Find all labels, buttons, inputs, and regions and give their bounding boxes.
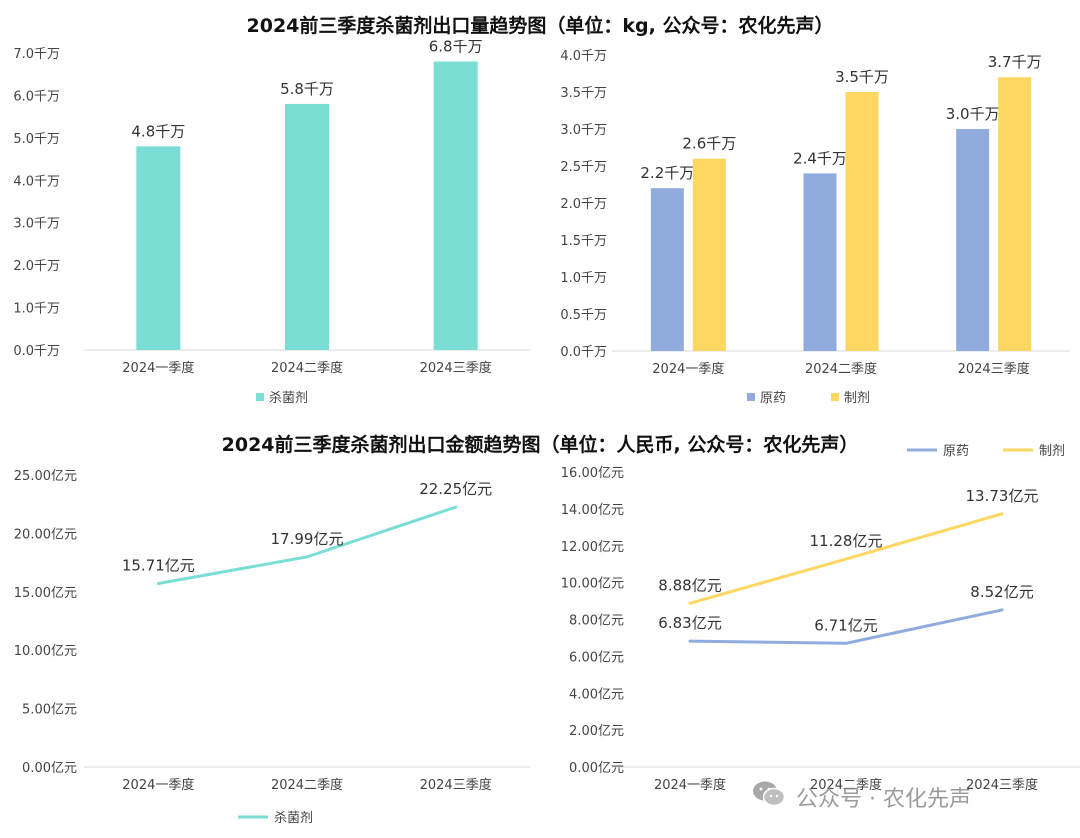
y-tick-label: 7.0千万 — [13, 47, 60, 62]
x-tick-label: 2024二季度 — [810, 777, 882, 793]
data-label: 3.7千万 — [988, 53, 1042, 71]
data-point — [305, 555, 309, 559]
data-point — [454, 505, 458, 509]
data-label: 13.73亿元 — [966, 487, 1039, 505]
x-tick-label: 2024一季度 — [654, 777, 726, 793]
y-tick-label: 2.00亿元 — [569, 724, 624, 739]
watermark: 公众号 · 农化先声 — [752, 780, 971, 814]
x-tick-label: 2024三季度 — [966, 777, 1038, 793]
y-tick-label: 5.00亿元 — [22, 703, 77, 718]
x-tick-label: 2024三季度 — [420, 777, 492, 793]
legend-label: 杀菌剂 — [274, 811, 313, 826]
y-tick-label: 16.00亿元 — [561, 466, 624, 481]
wechat-icon — [752, 780, 786, 814]
data-label: 4.8千万 — [131, 122, 185, 140]
legend-marker — [831, 393, 839, 401]
y-tick-label: 2.5千万 — [560, 160, 607, 175]
bar — [998, 77, 1032, 351]
bar — [433, 61, 478, 350]
y-tick-label: 4.0千万 — [560, 49, 607, 64]
data-label: 3.5千万 — [835, 68, 889, 86]
y-tick-label: 15.00亿元 — [14, 586, 77, 601]
data-point — [844, 641, 848, 645]
y-tick-label: 3.0千万 — [13, 217, 60, 232]
bar — [956, 129, 990, 351]
bar — [136, 146, 181, 350]
data-label: 17.99亿元 — [271, 530, 344, 548]
x-tick-label: 2024二季度 — [271, 777, 343, 793]
data-label: 6.83亿元 — [658, 614, 721, 632]
y-tick-label: 12.00亿元 — [561, 540, 624, 555]
data-label: 6.8千万 — [429, 40, 483, 55]
data-label: 8.52亿元 — [970, 583, 1033, 601]
bar — [692, 158, 726, 351]
data-point — [688, 639, 692, 643]
bar — [650, 188, 684, 351]
y-tick-label: 3.5千万 — [560, 86, 607, 101]
legend-label: 原药 — [943, 444, 969, 459]
y-tick-label: 2.0千万 — [560, 197, 607, 212]
x-tick-label: 2024一季度 — [122, 360, 194, 376]
x-tick-label: 2024三季度 — [420, 360, 492, 376]
legend-label: 原药 — [760, 391, 786, 406]
legend-label: 制剂 — [1039, 444, 1065, 459]
chart-title-volume: 2024前三季度杀菌剂出口量趋势图（单位：kg, 公众号：农化先声） — [246, 15, 834, 37]
volume-split-bar-chart: 0.0千万 0.5千万 1.0千万 1.5千万 2.0千万 2.5千万 3.0千万 3.5千万… — [560, 49, 1070, 406]
y-tick-label: 0.0千万 — [560, 345, 607, 360]
data-label: 11.28亿元 — [810, 532, 883, 550]
data-label: 8.88亿元 — [658, 576, 721, 594]
bar — [285, 103, 329, 350]
y-tick-label: 10.00亿元 — [14, 644, 77, 659]
y-tick-label: 8.00亿元 — [569, 614, 624, 629]
data-label: 2.6千万 — [682, 135, 736, 153]
volume-total-bar-chart: 0.0千万 1.0千万 2.0千万 3.0千万 4.0千万 5.0千万 6.0千万 7.0千万… — [13, 40, 530, 406]
x-tick-label: 2024一季度 — [652, 361, 724, 377]
data-point — [688, 601, 692, 605]
y-tick-label: 5.0千万 — [13, 132, 60, 147]
legend-label: 制剂 — [844, 391, 870, 406]
y-tick-label: 2.0千万 — [13, 259, 60, 274]
watermark-text: 公众号 · 农化先声 — [796, 787, 971, 812]
x-tick-label: 2024二季度 — [271, 360, 343, 376]
data-label: 2.4千万 — [793, 149, 847, 167]
y-tick-label: 0.0千万 — [13, 344, 60, 359]
y-tick-label: 25.00亿元 — [14, 469, 77, 484]
value-split-line-chart: 0.00亿元 2.00亿元 4.00亿元 6.00亿元 8.00亿元 10.00亿元 12.… — [561, 444, 1080, 793]
value-total-line-chart: 0.00亿元 5.00亿元 10.00亿元 15.00亿元 20.00亿元 25.00亿元… — [14, 469, 530, 826]
x-tick-label: 2024三季度 — [958, 361, 1030, 377]
legend-marker — [256, 393, 264, 401]
data-point — [1000, 512, 1004, 516]
y-tick-label: 3.0千万 — [560, 123, 607, 138]
chart-title-value: 2024前三季度杀菌剂出口金额趋势图（单位：人民币, 公众号：农化先声） — [221, 434, 859, 456]
bar — [845, 92, 879, 351]
y-tick-label: 1.5千万 — [560, 234, 607, 249]
x-tick-label: 2024一季度 — [122, 777, 194, 793]
bar — [803, 173, 837, 351]
y-tick-label: 6.00亿元 — [569, 650, 624, 665]
legend-marker — [747, 393, 755, 401]
y-tick-label: 0.5千万 — [560, 308, 607, 323]
y-tick-label: 14.00亿元 — [561, 503, 624, 518]
y-tick-label: 0.00亿元 — [22, 761, 77, 776]
data-label: 2.2千万 — [640, 164, 694, 182]
data-point — [844, 557, 848, 561]
data-label: 5.8千万 — [280, 80, 334, 98]
y-tick-label: 10.00亿元 — [561, 577, 624, 592]
data-point — [156, 582, 160, 586]
y-tick-label: 6.0千万 — [13, 89, 60, 104]
data-label: 22.25亿元 — [419, 480, 492, 498]
y-tick-label: 20.00亿元 — [14, 527, 77, 542]
data-label: 3.0千万 — [946, 105, 1000, 123]
data-label: 6.71亿元 — [814, 616, 877, 634]
x-tick-label: 2024二季度 — [805, 361, 877, 377]
data-point — [1000, 608, 1004, 612]
y-tick-label: 1.0千万 — [13, 302, 60, 317]
legend-label: 杀菌剂 — [269, 391, 308, 406]
y-tick-label: 4.0千万 — [13, 174, 60, 189]
y-tick-label: 1.0千万 — [560, 271, 607, 286]
data-label: 15.71亿元 — [122, 557, 195, 575]
y-tick-label: 4.00亿元 — [569, 687, 624, 702]
y-tick-label: 0.00亿元 — [569, 761, 624, 776]
